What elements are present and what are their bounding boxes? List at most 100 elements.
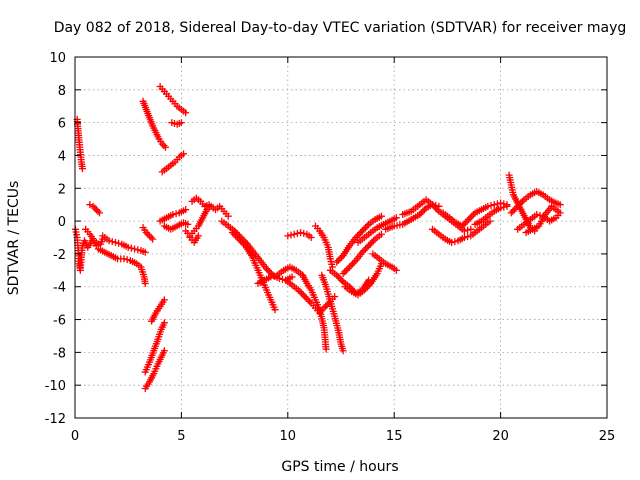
trace-markers: [368, 272, 380, 285]
data-point: [86, 201, 94, 209]
data-point: [194, 232, 202, 240]
trace-markers: [195, 216, 206, 228]
data-point: [271, 306, 279, 314]
data-point: [95, 209, 103, 217]
trace-markers: [251, 250, 263, 262]
data-point: [365, 242, 373, 250]
trace-markers: [328, 268, 339, 278]
y-tick-label: -8: [53, 346, 66, 361]
data-point: [184, 220, 192, 228]
data-point: [339, 347, 347, 355]
data-point: [556, 201, 564, 209]
data-point: [416, 211, 424, 219]
trace-markers: [226, 224, 236, 233]
trace-markers: [454, 220, 464, 229]
data-point: [205, 201, 213, 209]
trace-markers: [230, 230, 241, 241]
data-point: [429, 201, 437, 209]
data-point: [490, 201, 498, 209]
data-point: [358, 227, 366, 235]
trace-markers: [153, 305, 163, 315]
trace-markers: [430, 202, 441, 214]
trace-markers: [287, 231, 295, 239]
trace-markers: [506, 174, 515, 187]
trace-markers: [313, 298, 323, 311]
trace-markers: [536, 211, 544, 219]
trace-markers: [475, 224, 485, 233]
y-tick-label: 4: [58, 149, 66, 164]
trace-markers: [371, 252, 381, 261]
data-point: [228, 229, 236, 237]
x-tick-label: 0: [71, 429, 79, 444]
trace-markers: [473, 218, 483, 227]
data-point: [339, 270, 347, 278]
trace-markers: [91, 204, 99, 212]
y-tick-label: 6: [58, 117, 66, 132]
trace-markers: [266, 293, 276, 306]
trace-markers: [543, 204, 554, 216]
trace-markers: [140, 99, 149, 111]
trace-markers: [338, 342, 346, 353]
trace-markers: [245, 242, 256, 254]
trace-markers: [165, 212, 175, 221]
trace-markers: [508, 183, 517, 196]
trace-markers: [192, 234, 201, 244]
data-point: [160, 319, 168, 327]
data-point: [145, 232, 153, 240]
trace-markers: [362, 281, 373, 292]
data-point: [294, 286, 302, 294]
data-point: [486, 217, 494, 225]
trace-markers: [548, 197, 558, 206]
trace-markers: [536, 213, 548, 228]
trace-markers: [456, 235, 466, 244]
trace-markers: [236, 237, 248, 248]
trace-markers: [500, 203, 508, 211]
trace-markers: [142, 361, 152, 374]
trace-markers: [144, 230, 152, 238]
trace-markers: [437, 232, 447, 241]
trace-markers: [97, 246, 107, 255]
trace-markers: [304, 282, 314, 292]
x-axis-label: GPS time / hours: [281, 459, 398, 475]
trace-markers: [123, 256, 131, 264]
trace-markers: [134, 246, 142, 254]
data-point: [460, 234, 468, 241]
data-point: [180, 150, 188, 158]
data-point: [124, 243, 132, 251]
trace-markers: [127, 244, 135, 252]
trace-markers: [151, 362, 161, 375]
data-point: [182, 206, 190, 214]
trace-markers: [522, 192, 532, 202]
trace-markers: [149, 311, 159, 323]
trace-markers: [431, 227, 441, 237]
trace-markers: [220, 219, 230, 228]
trace-markers: [151, 338, 161, 352]
data-point: [507, 209, 515, 217]
trace-markers: [153, 131, 162, 141]
data-point: [320, 304, 328, 312]
trace-markers: [138, 265, 147, 278]
trace-markers: [158, 349, 167, 359]
data-point: [460, 227, 468, 235]
trace-markers: [340, 244, 352, 258]
trace-markers: [155, 355, 164, 366]
data-point: [158, 140, 166, 148]
data-point: [333, 271, 341, 279]
data-point: [284, 232, 292, 240]
trace-markers: [115, 239, 123, 247]
trace-markers: [356, 288, 366, 297]
data-point: [333, 258, 341, 266]
y-tick-label: 10: [49, 51, 66, 66]
trace-markers: [172, 210, 180, 218]
trace-markers: [418, 197, 428, 207]
trace-markers: [293, 229, 301, 237]
y-tick-label: -4: [53, 281, 66, 296]
y-axis-label: SDTVAR / TECUs: [6, 181, 22, 296]
plot-frame: [74, 56, 608, 419]
trace-markers: [109, 253, 119, 262]
trace-markers: [316, 308, 327, 329]
trace-markers: [275, 268, 285, 278]
trace-markers: [327, 258, 336, 268]
